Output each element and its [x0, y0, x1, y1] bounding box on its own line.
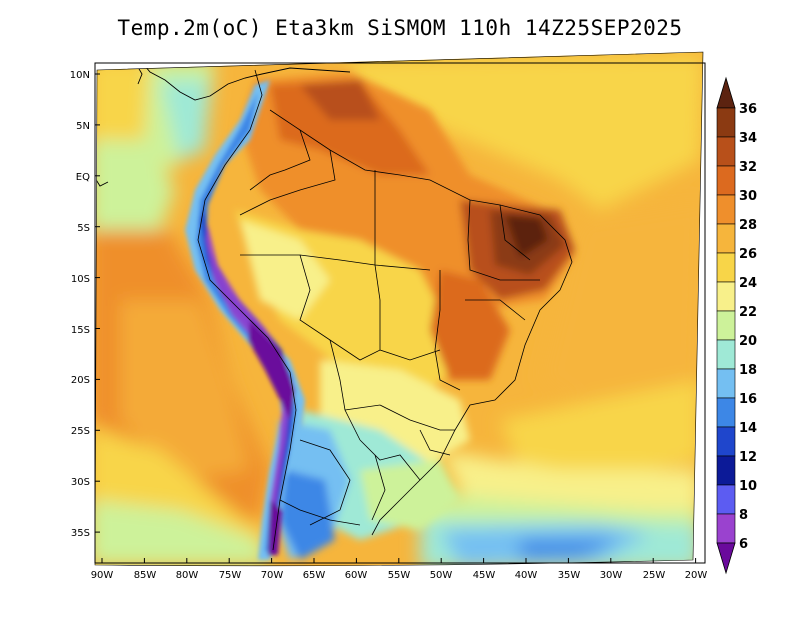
colorbar-segment	[716, 397, 736, 428]
colorbar-min-arrow	[716, 542, 736, 575]
lon-tick-label: 70W	[261, 570, 284, 581]
colorbar-segment	[716, 513, 736, 544]
lat-tick-label: 15S	[71, 325, 90, 336]
colorbar-segment	[716, 426, 736, 457]
lon-tick-label: 25W	[643, 570, 666, 581]
colorbar-segment	[716, 252, 736, 283]
lon-axis: 90W 85W 80W 75W 70W 65W 60W 55W 50W 45W …	[91, 558, 708, 581]
colorbar-segment	[716, 136, 736, 167]
lat-tick-label: 20S	[71, 375, 90, 386]
lat-tick-label: 10S	[71, 274, 90, 285]
lon-tick-label: 80W	[176, 570, 199, 581]
lat-tick-label: EQ	[76, 172, 90, 183]
colorbar-label: 24	[739, 276, 757, 291]
colorbar-segment	[716, 165, 736, 196]
colorbar-segment	[716, 310, 736, 341]
lon-tick-label: 30W	[600, 570, 623, 581]
colorbar-segment	[716, 223, 736, 254]
colorbar-label: 22	[739, 305, 757, 320]
colorbar-segment	[716, 107, 736, 138]
lat-tick-label: 35S	[71, 528, 90, 539]
colorbar-label: 30	[739, 189, 757, 204]
colorbar-label: 26	[739, 247, 757, 262]
colorbar-label: 8	[739, 508, 748, 523]
colorbar-segment	[716, 484, 736, 515]
country-borders	[197, 69, 573, 551]
colorbar-label: 10	[739, 479, 757, 494]
colorbar-label: 18	[739, 363, 757, 378]
lat-tick-label: 25S	[71, 426, 90, 437]
colorbar-label: 34	[739, 131, 757, 146]
lon-tick-label: 50W	[430, 570, 453, 581]
lon-tick-label: 40W	[515, 570, 538, 581]
lat-tick-label: 5N	[76, 121, 90, 132]
lon-tick-label: 65W	[303, 570, 326, 581]
colorbar-label: 12	[739, 450, 757, 465]
temperature-field	[95, 52, 703, 566]
lat-tick-label: 5S	[77, 223, 90, 234]
colorbar-label: 16	[739, 392, 757, 407]
lon-tick-label: 45W	[473, 570, 496, 581]
colorbar-segment	[716, 339, 736, 370]
colorbar-label: 28	[739, 218, 757, 233]
colorbar-max-arrow	[716, 76, 736, 109]
lon-tick-label: 85W	[134, 570, 157, 581]
colorbar-segment	[716, 194, 736, 225]
colorbar: 36 34 32 30 28 26 24 22 20 18 16 14 12 10 8 6	[716, 76, 757, 575]
lon-tick-label: 55W	[388, 570, 411, 581]
colorbar-segment	[716, 368, 736, 399]
colorbar-segment	[716, 281, 736, 312]
lon-tick-label: 90W	[91, 570, 114, 581]
lon-tick-label: 35W	[558, 570, 581, 581]
colorbar-label: 20	[739, 334, 757, 349]
map-frame	[94, 62, 706, 564]
colorbar-label: 6	[739, 537, 748, 552]
lat-tick-label: 30S	[71, 477, 90, 488]
lat-tick-label: 10N	[70, 70, 90, 81]
map-title: Temp.2m(oC) Eta3km SiSMOM 110h 14Z25SEP2…	[117, 16, 683, 40]
colorbar-label: 14	[739, 421, 757, 436]
lat-axis: 10N 5N EQ 5S 10S 15S 20S 25S 30S 35S	[70, 70, 100, 539]
colorbar-label: 36	[739, 102, 757, 117]
lon-tick-label: 20W	[685, 570, 708, 581]
colorbar-label: 32	[739, 160, 757, 175]
lon-tick-label: 60W	[345, 570, 368, 581]
colorbar-segment	[716, 455, 736, 486]
lon-tick-label: 75W	[219, 570, 242, 581]
